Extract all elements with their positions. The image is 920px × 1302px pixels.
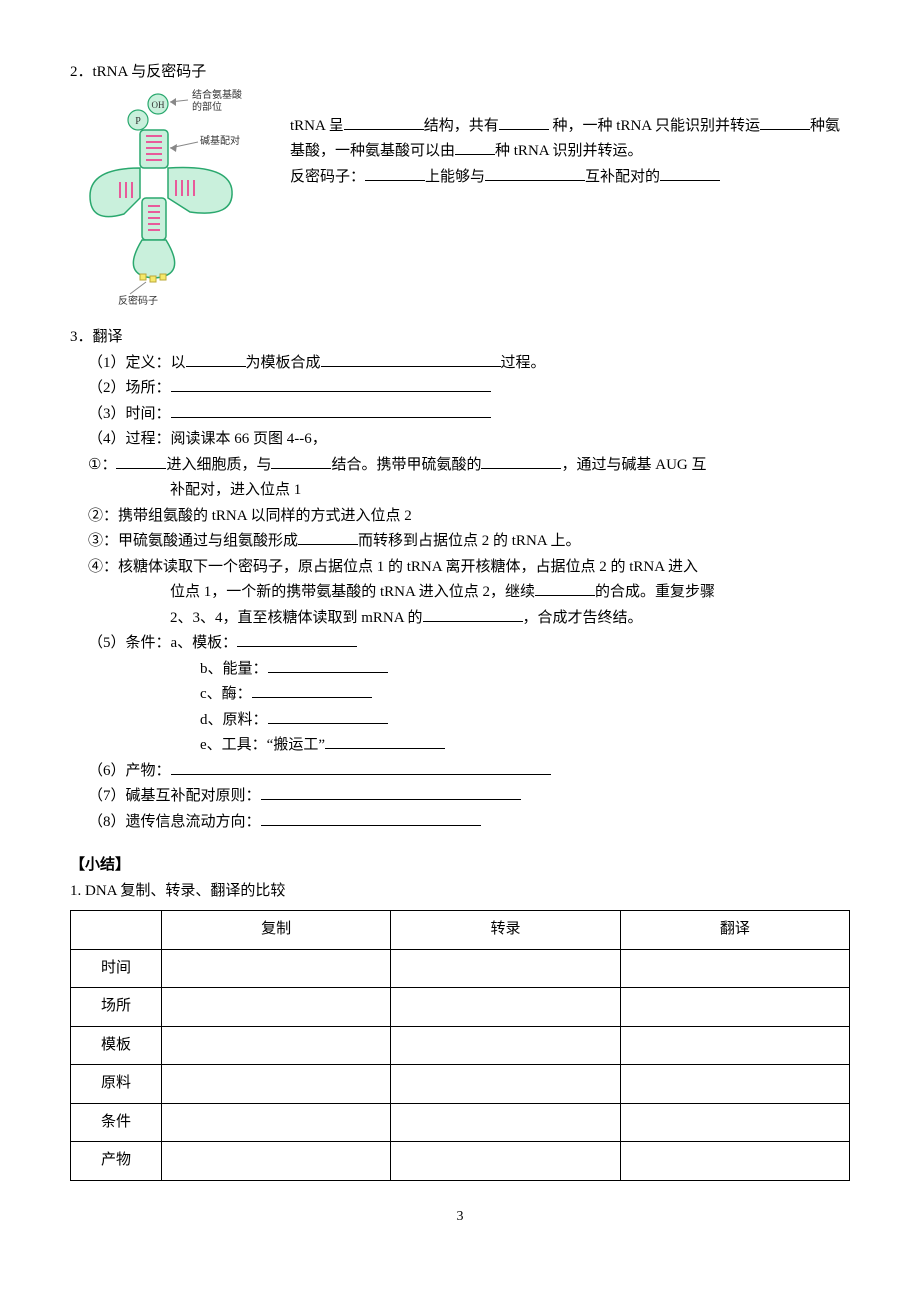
table-row: 条件 — [71, 1103, 850, 1142]
item-base-pair-rule: （7）碱基互补配对原则： — [70, 784, 850, 810]
table-cell — [391, 1103, 620, 1142]
table-cell — [620, 1026, 849, 1065]
step-4-cont2: 2、3、4，直至核糖体读取到 mRNA 的，合成才告终结。 — [70, 606, 850, 632]
table-row: 产物 — [71, 1142, 850, 1181]
diagram-oh-label: OH — [152, 100, 165, 110]
table-cell — [620, 1142, 849, 1181]
table-cell — [391, 988, 620, 1027]
table-cell — [162, 1103, 391, 1142]
summary-heading: 【小结】 — [70, 853, 850, 879]
table-cell — [620, 1065, 849, 1104]
table-row: 模板 — [71, 1026, 850, 1065]
item-conditions: （5）条件：a、模板： — [70, 631, 850, 657]
table-cell — [620, 988, 849, 1027]
table-cell — [162, 949, 391, 988]
row-label-product: 产物 — [71, 1142, 162, 1181]
diagram-anticodon-label: 反密码子 — [118, 294, 158, 306]
table-cell — [162, 1065, 391, 1104]
item-info-flow: （8）遗传信息流动方向： — [70, 810, 850, 836]
row-label-time: 时间 — [71, 949, 162, 988]
step-3: ③：甲硫氨酸通过与组氨酸形成而转移到占据位点 2 的 tRNA 上。 — [70, 529, 850, 555]
row-label-template: 模板 — [71, 1026, 162, 1065]
table-cell — [162, 1026, 391, 1065]
table-row: 原料 — [71, 1065, 850, 1104]
cond-d: d、原料： — [70, 708, 850, 734]
table-cell — [391, 1065, 620, 1104]
page-number: 3 — [70, 1205, 850, 1229]
row-label-condition: 条件 — [71, 1103, 162, 1142]
cond-b: b、能量： — [70, 657, 850, 683]
table-cell — [620, 1103, 849, 1142]
table-header-transcription: 转录 — [391, 911, 620, 950]
table-header-blank — [71, 911, 162, 950]
item-time: （3）时间： — [70, 402, 850, 428]
item-place: （2）场所： — [70, 376, 850, 402]
row-label-material: 原料 — [71, 1065, 162, 1104]
table-cell — [391, 1142, 620, 1181]
table-header-translation: 翻译 — [620, 911, 849, 950]
trna-block: OH P 结合氨基酸 的部位 — [70, 86, 850, 316]
step-2: ②：携带组氨酸的 tRNA 以同样的方式进入位点 2 — [70, 504, 850, 530]
table-cell — [162, 988, 391, 1027]
step-1-cont: 补配对，进入位点 1 — [70, 478, 850, 504]
step-1: ①：进入细胞质，与结合。携带甲硫氨酸的，通过与碱基 AUG 互 — [70, 453, 850, 479]
table-cell — [162, 1142, 391, 1181]
section2-title: 2．tRNA 与反密码子 — [70, 60, 850, 86]
table-header-row: 复制 转录 翻译 — [71, 911, 850, 950]
row-label-place: 场所 — [71, 988, 162, 1027]
summary-subtitle: 1. DNA 复制、转录、翻译的比较 — [70, 879, 850, 905]
table-cell — [620, 949, 849, 988]
step-4-cont1: 位点 1，一个新的携带氨基酸的 tRNA 进入位点 2，继续的合成。重复步骤 — [70, 580, 850, 606]
table-row: 时间 — [71, 949, 850, 988]
diagram-bindsite-label-1: 结合氨基酸 — [192, 88, 242, 101]
item-product: （6）产物： — [70, 759, 850, 785]
cond-e: e、工具：“搬运工” — [70, 733, 850, 759]
step-4: ④：核糖体读取下一个密码子，原占据位点 1 的 tRNA 离开核糖体，占据位点 … — [70, 555, 850, 581]
diagram-p-label: P — [135, 116, 141, 127]
table-cell — [391, 949, 620, 988]
section3-title: 3．翻译 — [70, 325, 850, 351]
cond-c: c、酶： — [70, 682, 850, 708]
trna-diagram: OH P 结合氨基酸 的部位 — [70, 86, 270, 316]
item-process: （4）过程：阅读课本 66 页图 4--6， — [70, 427, 850, 453]
diagram-bindsite-label-2: 的部位 — [192, 100, 222, 113]
diagram-basepair-label: 碱基配对 — [200, 134, 240, 147]
comparison-table: 复制 转录 翻译 时间 场所 模板 原料 — [70, 910, 850, 1181]
table-cell — [391, 1026, 620, 1065]
table-row: 场所 — [71, 988, 850, 1027]
table-header-replication: 复制 — [162, 911, 391, 950]
item-definition: （1）定义：以为模板合成过程。 — [70, 351, 850, 377]
trna-description: tRNA 呈结构，共有 种，一种 tRNA 只能识别并转运种氨基酸，一种氨基酸可… — [290, 86, 850, 191]
